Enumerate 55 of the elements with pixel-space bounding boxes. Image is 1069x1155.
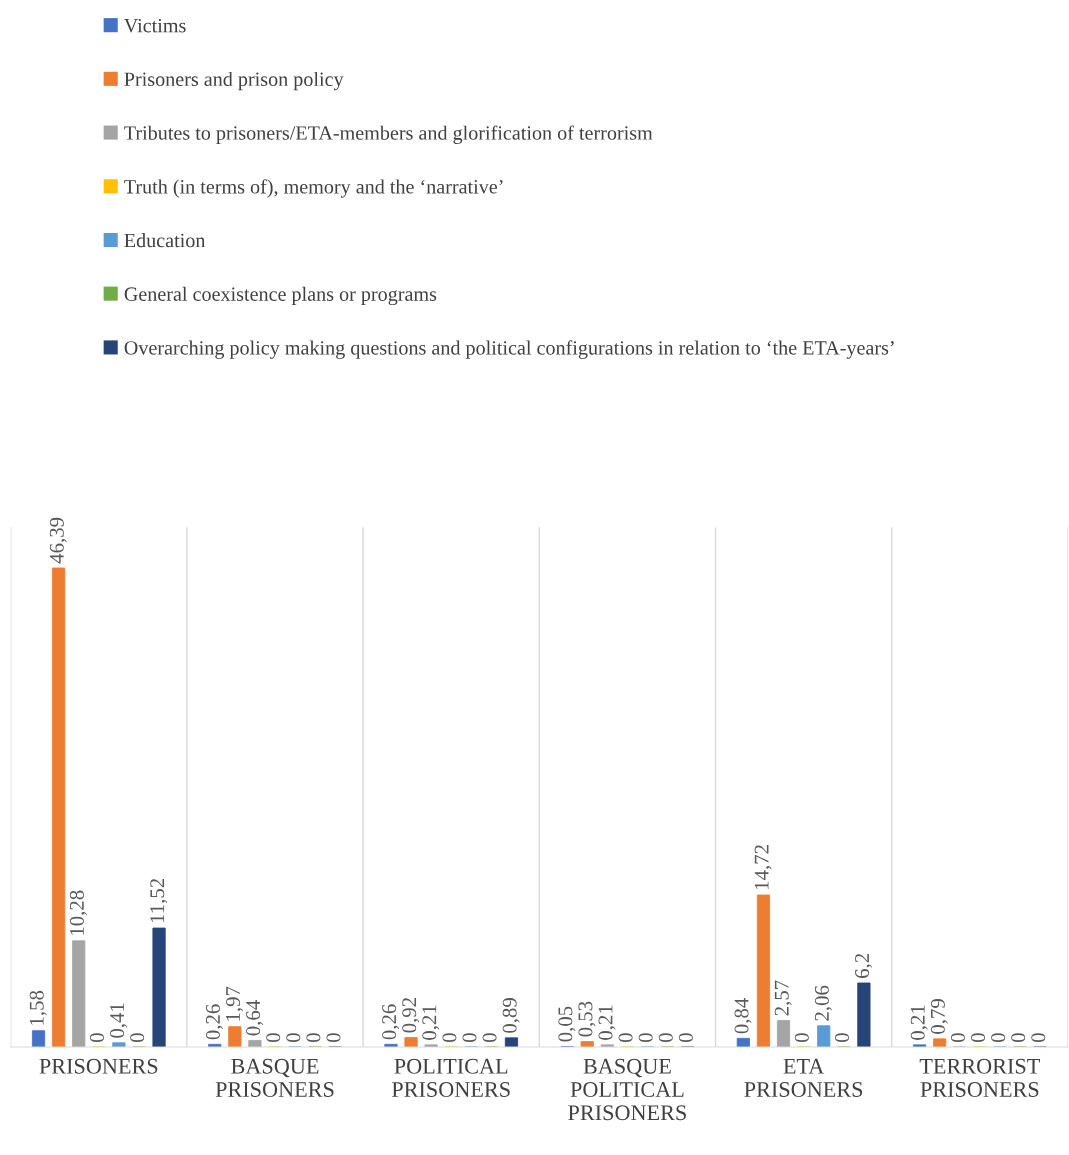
data-label: 46,39	[49, 517, 67, 564]
data-label: 0,84	[734, 998, 752, 1034]
legend-label: Overarching policy making questions and political configurations in relation to ‘the ETA-years’	[124, 340, 894, 359]
data-label: 0,41	[110, 1003, 128, 1038]
data-label: 11,52	[150, 878, 168, 923]
data-label: 1,58	[29, 990, 47, 1025]
data-label: 0	[638, 1033, 653, 1043]
data-label: 14,72	[754, 845, 772, 890]
legend-label: Truth (in terms of), memory and the ‘narrative’	[124, 179, 503, 198]
x-tick-label: TERRORIST PRISONERS	[919, 1058, 1040, 1097]
data-label: 0	[658, 1033, 673, 1043]
data-label: 0	[950, 1033, 965, 1043]
data-label: 0,53	[578, 1001, 596, 1037]
data-label: 0	[130, 1033, 145, 1043]
x-tick-label: ETA PRISONERS	[744, 1058, 863, 1097]
x-tick-label: PRISONERS	[39, 1058, 158, 1074]
data-label: 0	[89, 1033, 105, 1043]
data-label: 0,05	[558, 1006, 576, 1042]
legend-label: Education	[124, 233, 206, 248]
legend-label: Prisoners and prison policy	[124, 71, 344, 91]
data-label: 0	[970, 1033, 986, 1043]
legend-label: General coexistence plans or programs	[124, 286, 437, 306]
data-label: 0,21	[598, 1005, 616, 1040]
data-label: 0	[442, 1033, 457, 1043]
data-label: 0	[991, 1033, 1006, 1043]
data-label: 6,2	[855, 953, 873, 978]
legend-label: Tributes to prisoners/ETA-members and glorification of terrorism	[124, 125, 653, 144]
data-label: 0	[266, 1033, 281, 1043]
data-label: 0,64	[246, 1000, 264, 1036]
data-label: 0	[326, 1033, 341, 1043]
data-label: 0	[794, 1033, 809, 1043]
data-label: 0,89	[502, 998, 520, 1033]
data-label: 0,21	[422, 1005, 440, 1040]
x-tick-label: BASQUE PRISONERS	[215, 1058, 334, 1097]
x-tick-label: BASQUE POLITICAL PRISONERS	[568, 1058, 686, 1121]
x-tick-label: POLITICAL PRISONERS	[391, 1058, 510, 1097]
data-label: 2,57	[774, 980, 792, 1016]
data-label: 0,92	[402, 998, 420, 1033]
data-label: 2,06	[814, 985, 832, 1021]
data-label: 0	[1031, 1033, 1046, 1043]
data-label: 1,97	[226, 986, 244, 1021]
data-label: 10,28	[69, 890, 87, 935]
legend-label: Victims	[124, 18, 186, 33]
data-label: 0	[618, 1033, 633, 1043]
data-label: 0	[834, 1033, 850, 1043]
data-label: 0	[1011, 1033, 1026, 1043]
data-label: 0,26	[382, 1004, 400, 1040]
data-label: 0,79	[930, 999, 948, 1034]
data-label: 0	[286, 1033, 301, 1043]
data-label: 0,21	[910, 1005, 928, 1040]
data-label: 0	[678, 1033, 693, 1043]
data-label: 0,26	[205, 1004, 223, 1040]
data-label: 0	[482, 1033, 497, 1043]
data-label: 0	[462, 1033, 477, 1043]
data-label: 0	[306, 1033, 321, 1043]
